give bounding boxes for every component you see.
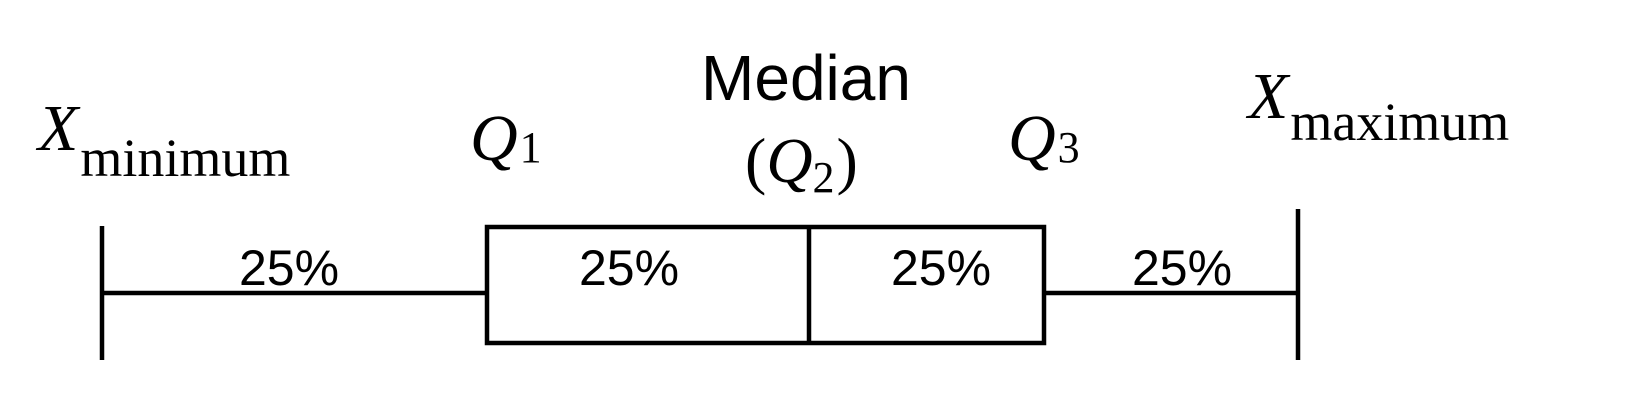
median-q2-label: (Q2) xyxy=(745,125,858,202)
lower-box-percent: 25% xyxy=(579,240,679,296)
median-title: Median xyxy=(701,42,911,114)
interquartile-box xyxy=(484,224,1047,346)
upper-box-percent: 25% xyxy=(891,240,991,296)
x-minimum-label: Xminimum xyxy=(35,92,290,188)
q3-label: Q3 xyxy=(1008,102,1080,175)
q1-label: Q1 xyxy=(470,102,542,175)
upper-whisker-percent: 25% xyxy=(1132,240,1232,296)
lower-whisker-percent: 25% xyxy=(239,240,339,296)
x-maximum-label: Xmaximum xyxy=(1245,60,1509,152)
